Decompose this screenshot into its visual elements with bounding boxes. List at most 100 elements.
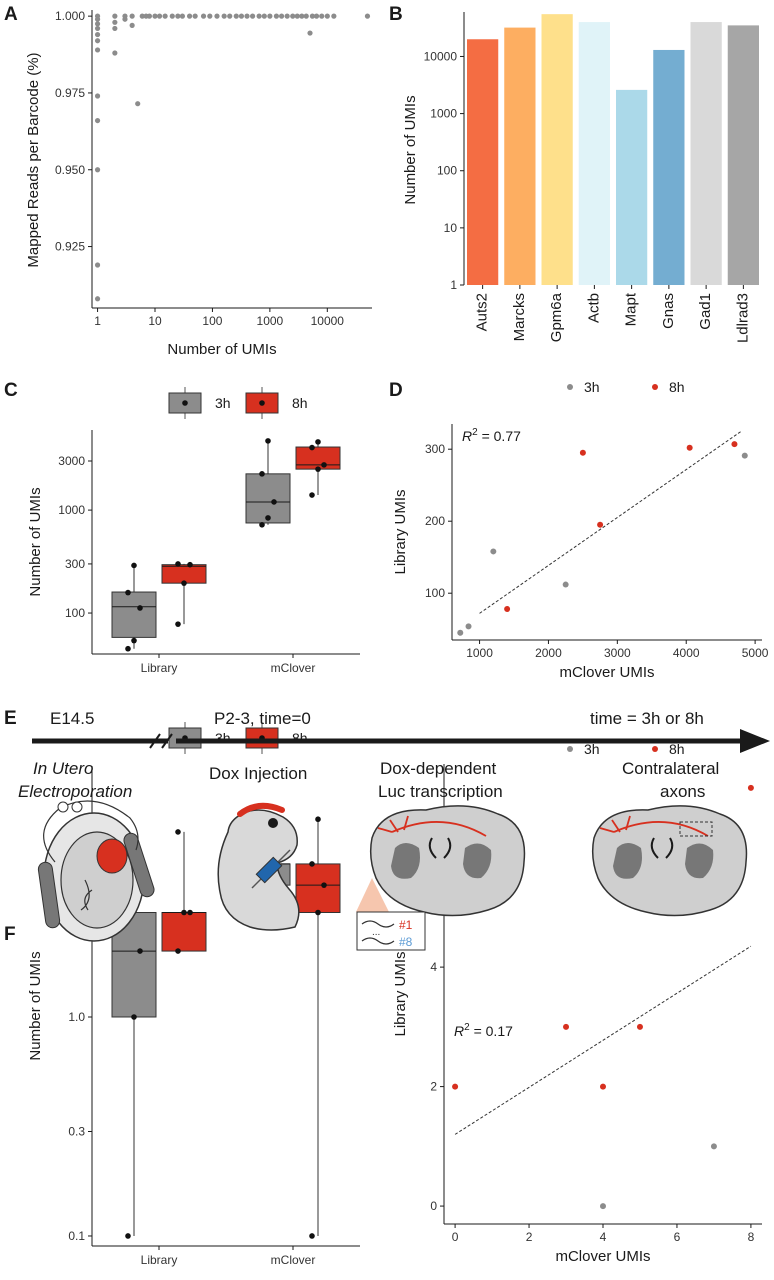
r-squared-annotation: R2 = 0.17: [454, 1022, 513, 1039]
data-point: [94, 167, 101, 173]
data-point: [324, 13, 330, 19]
data-point: [267, 13, 273, 19]
point-8h: [579, 449, 586, 456]
box-mclover-8h: [295, 446, 341, 470]
legend-dot: [182, 400, 188, 406]
data-point: [131, 1014, 137, 1020]
data-point: [139, 13, 145, 19]
data-point: [131, 562, 137, 569]
data-point: [299, 13, 305, 19]
data-point: [181, 580, 187, 586]
point-8h: [563, 1023, 570, 1030]
category-label: Gad1: [697, 293, 714, 330]
data-point: [94, 93, 101, 99]
legend-label: 8h: [669, 379, 685, 395]
point-8h: [597, 521, 604, 528]
data-point: [175, 621, 181, 627]
striatum-right-step4: [685, 843, 714, 879]
data-point: [221, 13, 227, 19]
box-mclover-8h: [295, 863, 341, 914]
legend-dot-8h: [652, 746, 658, 752]
data-point: [309, 492, 315, 498]
x-tick-label: 1: [94, 314, 101, 328]
y-tick-label: 0: [430, 1199, 437, 1213]
y-axis-title: Library UMIs: [392, 489, 409, 574]
point-8h: [636, 1023, 643, 1030]
point-3h: [457, 629, 464, 636]
legend-label: 3h: [584, 379, 600, 395]
x-tick-label: 2000: [535, 646, 562, 660]
point-8h: [504, 606, 511, 613]
bar-gad1: [690, 22, 722, 286]
data-point: [146, 13, 153, 19]
category-label: Actb: [585, 293, 602, 323]
y-tick-label: 0.1: [68, 1229, 85, 1243]
contralateral-dissection-box: [679, 821, 713, 837]
x-tick-label: 4: [600, 1230, 607, 1244]
pup-brain-label-region: [237, 802, 285, 817]
x-tick-label: 4000: [673, 646, 700, 660]
electroporated-region: [96, 838, 128, 874]
x-category-label: mClover: [271, 661, 316, 675]
barcode-inset-box: [356, 911, 426, 951]
legend-dot-8h: [652, 384, 658, 390]
timeline-arrowhead: [740, 729, 770, 753]
category-label: Mapt: [623, 292, 640, 326]
point-3h: [490, 548, 497, 555]
data-point: [244, 13, 250, 19]
y-axis-title: Number of UMIs: [27, 487, 44, 596]
x-tick-label: 0: [452, 1230, 459, 1244]
x-tick-label: 10000: [311, 314, 345, 328]
x-tick-label: 2: [526, 1230, 533, 1244]
timeline-label-end: time = 3h or 8h: [590, 709, 704, 728]
panel-label-e: E: [4, 708, 17, 729]
chart-a-mapped-reads-scatter: 0.925 0.950 0.975 1.000 1 10 100 1000 10000 Mappe…: [25, 9, 372, 358]
regression-line: [454, 945, 752, 1135]
step4-label-line2: axons: [660, 782, 705, 801]
syringe-barrel: [255, 856, 283, 884]
data-point: [94, 117, 101, 124]
y-tick-label: 2: [430, 1080, 437, 1094]
data-point: [187, 909, 193, 916]
timeline-label-start: E14.5: [50, 709, 94, 728]
data-point: [137, 605, 143, 611]
y-tick-label: 100: [437, 164, 457, 178]
data-point: [315, 466, 321, 472]
y-tick-label: 0.950: [55, 163, 85, 177]
panel-label-c: C: [4, 380, 18, 401]
data-point: [271, 499, 277, 505]
step2-label: Dox Injection: [209, 764, 307, 783]
point-3h: [741, 452, 748, 459]
electrode-wire: [43, 800, 139, 863]
legend-label: 3h: [215, 730, 231, 746]
data-point: [294, 13, 300, 19]
data-point: [112, 50, 118, 56]
panel-label-b: B: [389, 4, 403, 25]
data-point: [290, 13, 296, 19]
data-point: [238, 13, 245, 19]
data-point: [175, 13, 181, 19]
data-point: [319, 13, 325, 19]
data-point: [181, 909, 187, 916]
chart-d-library-vs-mclover-scatter: 100 200 300 1000 2000 3000 4000 5000 Library UMI…: [392, 379, 769, 681]
y-axis-title: Number of UMIs: [402, 95, 419, 204]
data-point: [94, 262, 101, 268]
box-mclover-3h: [245, 473, 291, 524]
callosal-axon-step4: [613, 821, 709, 837]
data-point: [309, 1233, 315, 1239]
x-tick-label: 1000: [257, 314, 284, 328]
data-point: [309, 444, 315, 451]
barcode-label-8: #8: [399, 935, 413, 949]
data-point: [125, 1233, 131, 1239]
embryo-limbs: [80, 879, 93, 911]
y-tick-label: 100: [425, 586, 445, 600]
data-point: [307, 30, 313, 36]
x-category-label: Library: [141, 661, 178, 675]
data-point: [227, 13, 233, 19]
data-point: [284, 13, 290, 19]
y-tick-label: 300: [425, 442, 445, 456]
data-point: [303, 13, 309, 19]
x-tick-label: 1000: [466, 646, 493, 660]
data-point: [175, 561, 181, 567]
